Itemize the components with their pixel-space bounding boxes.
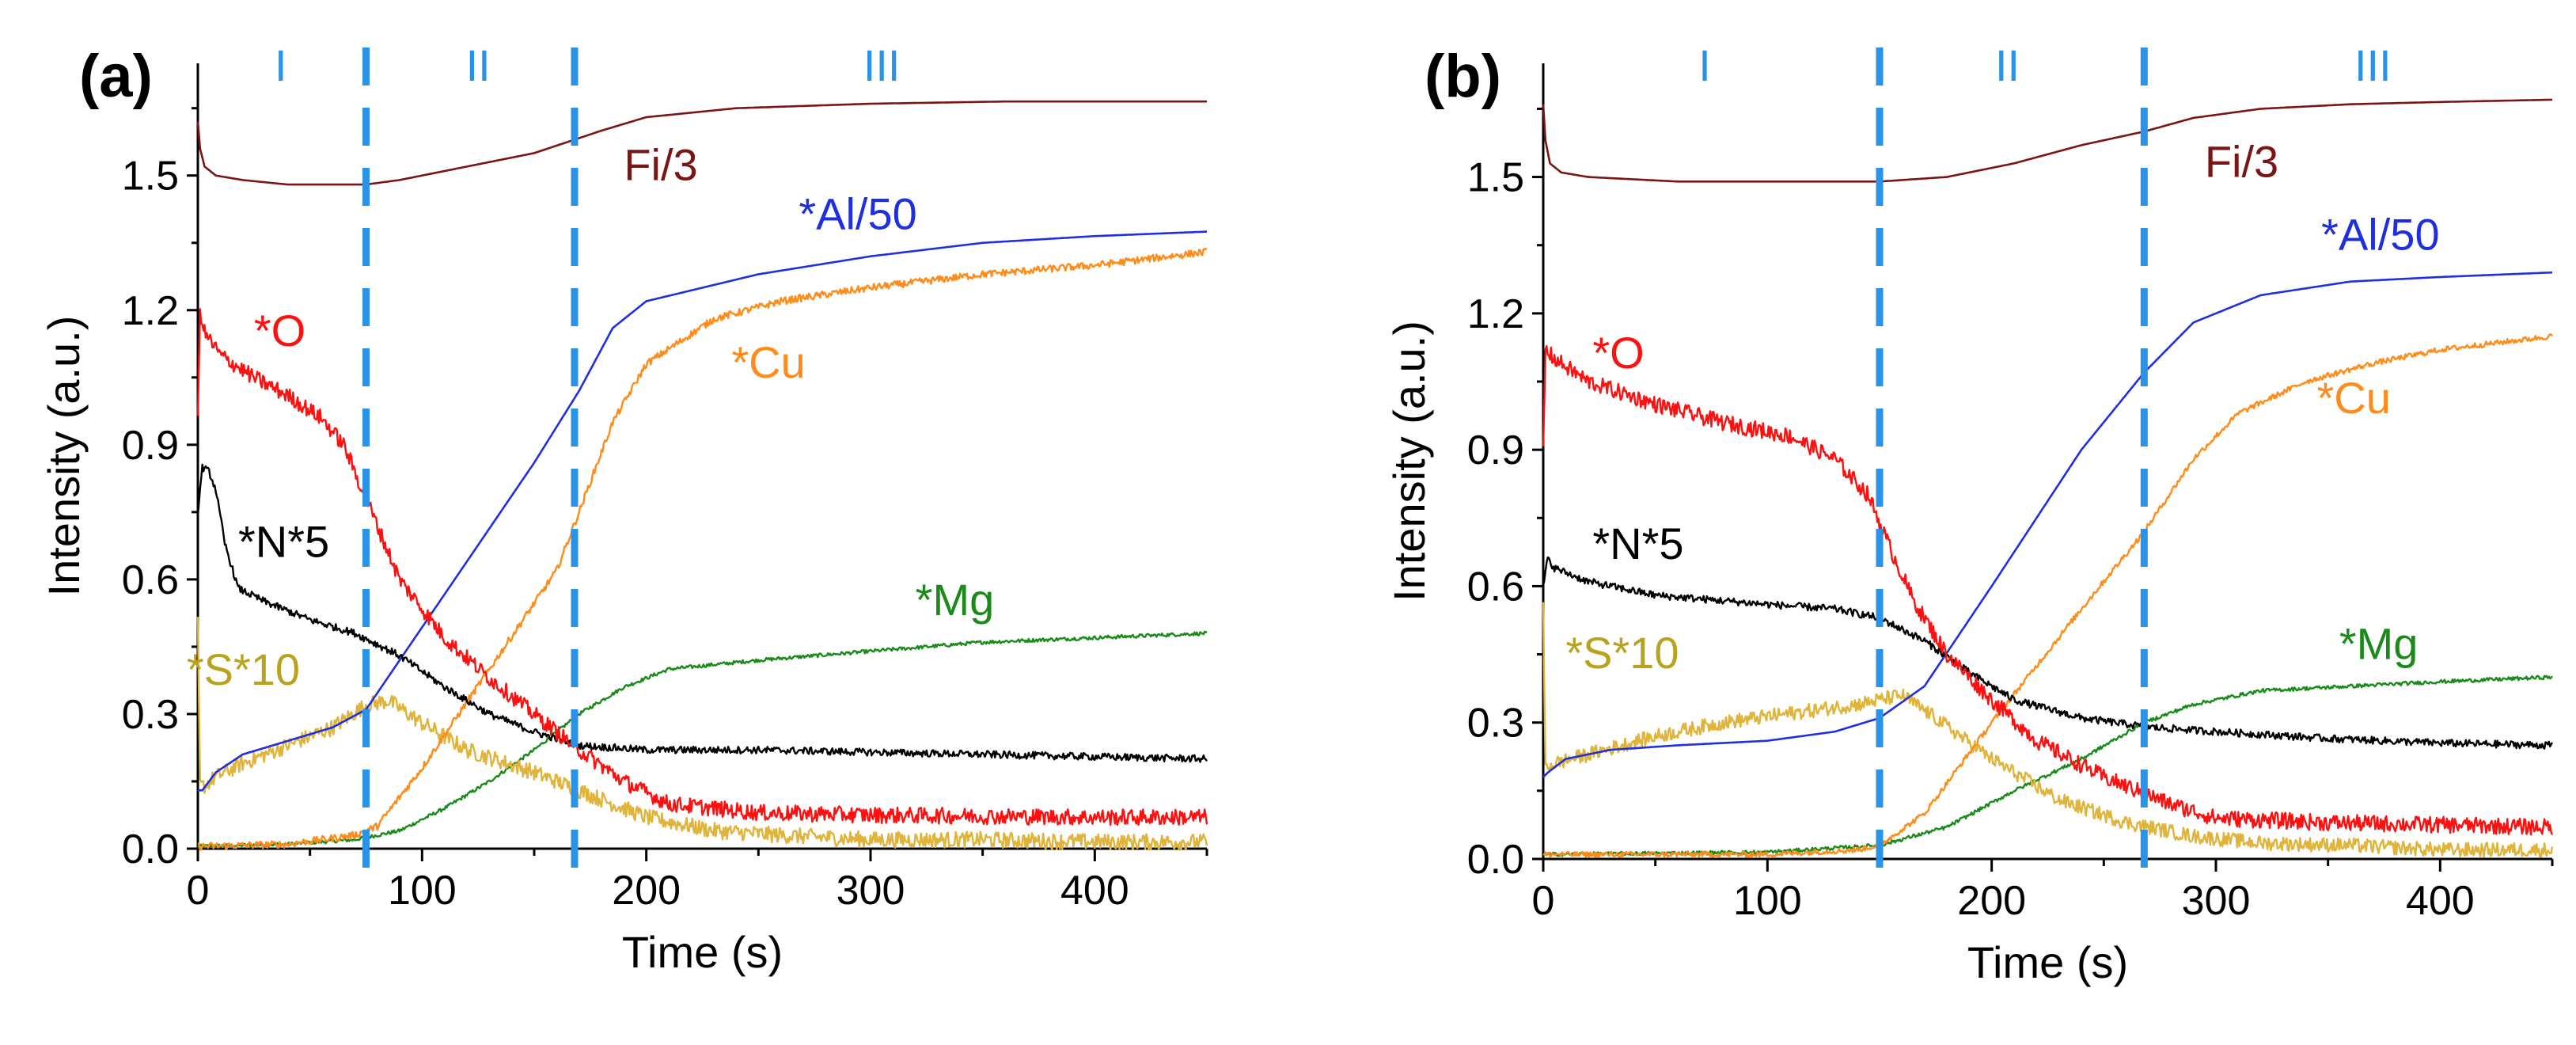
series-line-o bbox=[1542, 344, 2554, 836]
stage-label: II bbox=[1995, 40, 2020, 90]
series-label-s: *S*10 bbox=[187, 644, 300, 694]
y-tick-label: 1.5 bbox=[122, 154, 179, 200]
panel-label: (b) bbox=[1425, 43, 1501, 110]
y-tick-label: 0.9 bbox=[122, 423, 179, 469]
series-line-n bbox=[1542, 556, 2554, 750]
series-line-n bbox=[196, 463, 1208, 763]
series-line-s bbox=[196, 617, 1208, 851]
y-tick-label: 0.3 bbox=[1467, 701, 1524, 747]
y-tick-label: 1.2 bbox=[122, 288, 179, 334]
y-axis-label: Intensity (a.u.) bbox=[39, 316, 89, 597]
chart-panel-b: 0.0 0.3 0.6 0.9 1.2 1.5 0 100 200 300 400 Time (s) I… bbox=[1384, 40, 2554, 987]
series-label-mg: *Mg bbox=[2339, 618, 2419, 668]
series-label-fi: Fi/3 bbox=[2205, 137, 2278, 187]
series-label-mg: *Mg bbox=[916, 575, 995, 625]
x-tick-label: 200 bbox=[1957, 878, 2026, 924]
series-label-al: *Al/50 bbox=[799, 189, 916, 239]
y-tick-label: 0.0 bbox=[1467, 837, 1524, 883]
x-tick-label: 100 bbox=[1733, 878, 1802, 924]
stage-label: I bbox=[275, 40, 287, 90]
y-tick-label: 0.3 bbox=[122, 692, 179, 738]
series-label-n: *N*5 bbox=[238, 517, 329, 567]
y-tick-label: 1.2 bbox=[1467, 291, 1524, 337]
x-tick-label: 300 bbox=[837, 868, 905, 914]
panel-label: (a) bbox=[79, 43, 153, 110]
x-tick-label: 0 bbox=[1532, 878, 1555, 924]
series-label-fi: Fi/3 bbox=[624, 139, 697, 189]
stage-label: I bbox=[1698, 40, 1711, 90]
y-axis-label: Intensity (a.u.) bbox=[1384, 321, 1434, 602]
x-tick-label: 300 bbox=[2182, 878, 2251, 924]
series-label-cu: *Cu bbox=[731, 337, 805, 387]
x-tick-label: 400 bbox=[1060, 868, 1129, 914]
stage-label: III bbox=[2354, 40, 2392, 90]
series-line-al bbox=[198, 230, 1207, 792]
x-tick-label: 400 bbox=[2406, 878, 2475, 924]
series-line-cu bbox=[197, 247, 1208, 851]
y-tick-label: 0.6 bbox=[1467, 564, 1524, 610]
x-tick-label: 0 bbox=[187, 868, 210, 914]
y-tick-label: 0.6 bbox=[122, 557, 179, 603]
series-line-cu bbox=[1542, 333, 2553, 858]
y-tick-label: 0.9 bbox=[1467, 428, 1524, 473]
x-axis-label: Time (s) bbox=[622, 927, 783, 977]
series-line-fi bbox=[1542, 98, 2553, 183]
x-tick-label: 200 bbox=[612, 868, 681, 914]
y-tick-label: 1.5 bbox=[1467, 155, 1524, 201]
stage-label: II bbox=[466, 40, 491, 90]
series-label-cu: *Cu bbox=[2317, 373, 2391, 423]
series-label-o: *O bbox=[254, 306, 305, 355]
series-label-al: *Al/50 bbox=[2321, 209, 2439, 259]
series-label-o: *O bbox=[1592, 328, 1644, 378]
series-line-al bbox=[1542, 271, 2552, 778]
series-line-s bbox=[1542, 602, 2554, 858]
y-tick-label: 0.0 bbox=[122, 826, 179, 872]
x-axis-label: Time (s) bbox=[1967, 937, 2128, 987]
series-label-s: *S*10 bbox=[1565, 628, 1679, 678]
x-tick-label: 100 bbox=[388, 868, 457, 914]
chart-panel-a: 0.0 0.3 0.6 0.9 1.2 1.5 0 100 200 300 400 Time (s) I… bbox=[39, 40, 1208, 977]
stage-label: III bbox=[863, 40, 901, 90]
series-line-o bbox=[196, 308, 1208, 826]
series-label-n: *N*5 bbox=[1592, 519, 1683, 568]
series-line-fi bbox=[196, 100, 1207, 186]
